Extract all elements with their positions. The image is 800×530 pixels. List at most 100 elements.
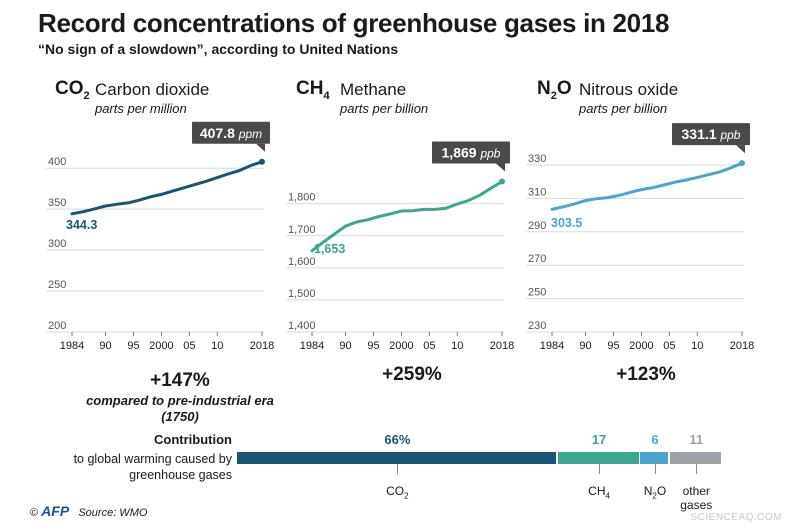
- co2-formula: CO2: [55, 78, 90, 102]
- watermark: SCIENCEAQ.COM: [690, 512, 782, 523]
- n2o-x-tick-label: 05: [663, 340, 675, 352]
- ch4-unit: parts per billion: [340, 101, 429, 116]
- bar-value-co2: 66%: [384, 432, 411, 447]
- ch4-x-tick-label: 05: [423, 340, 435, 352]
- co2-callout-box: [192, 121, 270, 144]
- n2o-chart: 230 250 270 290 310 330 1984 90 95 2000 05 10 2018 30…: [526, 123, 754, 352]
- n2o-start-label: 303.5: [551, 216, 582, 230]
- n2o-x-tick-label: 95: [607, 340, 619, 352]
- co2-change-note: compared to pre-industrial era (1750): [86, 393, 274, 424]
- contribution-heading: Contribution: [154, 432, 232, 447]
- co2-header: CO2 Carbon dioxide parts per million: [55, 78, 209, 116]
- bar-category-n2o: N2O: [643, 484, 667, 501]
- ch4-callout-pointer: [496, 163, 505, 172]
- co2-start-label: 344.3: [66, 218, 97, 232]
- co2-end-point: [259, 158, 265, 165]
- co2-y-tick-label: 350: [48, 197, 66, 209]
- n2o-series-line: [550, 161, 744, 211]
- ch4-x-tick-label: 1984: [300, 340, 324, 352]
- bar-segment-other: [669, 452, 722, 464]
- co2-series-line: [70, 160, 264, 216]
- bar-segment-ch4: [557, 452, 639, 464]
- co2-y-tick-label: 300: [48, 238, 66, 250]
- bar-tick-ch4: [599, 464, 601, 474]
- n2o-header: N2O Nitrous oxide parts per billion: [537, 78, 678, 116]
- ch4-x-tick-label: 2000: [389, 340, 413, 352]
- bar-value-n2o: 6: [651, 432, 659, 447]
- co2-x-tick-label: 90: [99, 340, 111, 352]
- ch4-series-line: [310, 180, 504, 253]
- n2o-y-tick-label: 230: [528, 320, 546, 332]
- source-note: Source: WMO: [78, 507, 148, 519]
- ch4-y-tick-label: 1,800: [288, 192, 316, 204]
- bar-value-ch4: 17: [591, 432, 607, 447]
- ch4-x-tick-label: 2018: [490, 340, 514, 352]
- copyright-symbol: ©: [30, 507, 39, 519]
- co2-chart: 200 250 300 350 400 1984 90 95 2000 05 10 2018 344.3…: [46, 121, 274, 352]
- co2-x-tick-label: 2018: [250, 340, 274, 352]
- n2o-y-tick-label: 270: [528, 253, 546, 265]
- ch4-callout-label: 1,869 ppb: [442, 145, 501, 161]
- n2o-change: +123%: [616, 364, 676, 385]
- n2o-callout-box: [672, 123, 750, 146]
- page-subtitle: “No sign of a slowdown”, according to Un…: [38, 41, 399, 57]
- n2o-y-tick-label: 310: [528, 186, 546, 198]
- co2-y-tick-label: 250: [48, 279, 66, 291]
- ch4-end-point: [499, 178, 505, 185]
- co2-x-tick-label: 05: [183, 340, 195, 352]
- n2o-y-tick-label: 290: [528, 220, 546, 232]
- n2o-x-tick-label: 10: [691, 340, 703, 352]
- ch4-start-label: 1,653: [314, 242, 345, 256]
- n2o-unit: parts per billion: [579, 101, 668, 116]
- ch4-x-tick-label: 10: [451, 340, 463, 352]
- bar-category-other: other gases: [680, 484, 713, 512]
- bar-tick-n2o: [654, 464, 656, 474]
- ch4-formula: CH4: [296, 78, 330, 102]
- co2-name: Carbon dioxide: [95, 80, 210, 99]
- co2-callout-label: 407.8 ppm: [200, 125, 262, 141]
- ch4-x-tick-label: 95: [367, 340, 379, 352]
- bar-category-co2: CO2: [386, 484, 409, 501]
- page-title: Record concentrations of greenhouse gase…: [38, 8, 670, 38]
- n2o-x-tick-label: 1984: [540, 340, 564, 352]
- co2-change: +147%: [150, 370, 210, 391]
- bar-value-other: 11: [689, 432, 704, 447]
- ch4-change: +259%: [382, 364, 442, 385]
- bar-tick-co2: [397, 464, 399, 474]
- co2-unit: parts per million: [95, 101, 187, 116]
- n2o-callout-label: 331.1 ppb: [682, 126, 741, 142]
- n2o-x-tick-label: 90: [579, 340, 591, 352]
- ch4-x-tick-label: 90: [339, 340, 351, 352]
- co2-x-tick-label: 95: [127, 340, 139, 352]
- ch4-name: Methane: [340, 80, 407, 99]
- n2o-x-tick-label: 2018: [730, 340, 754, 352]
- n2o-name: Nitrous oxide: [579, 80, 679, 99]
- n2o-end-point: [739, 160, 745, 167]
- co2-y-tick-label: 200: [48, 320, 66, 332]
- bar-segment-co2: [237, 452, 557, 464]
- ch4-y-tick-label: 1,400: [288, 320, 316, 332]
- co2-x-tick-label: 10: [211, 340, 223, 352]
- ch4-y-tick-label: 1,700: [288, 224, 316, 236]
- ch4-y-tick-label: 1,600: [288, 256, 316, 268]
- n2o-callout-pointer: [736, 145, 745, 154]
- ch4-y-tick-label: 1,500: [288, 288, 316, 300]
- bar-segment-n2o: [640, 452, 669, 464]
- co2-x-tick-label: 2000: [149, 340, 173, 352]
- n2o-y-tick-label: 330: [528, 153, 546, 165]
- n2o-y-tick-label: 250: [528, 287, 546, 299]
- co2-callout-pointer: [256, 143, 265, 152]
- bar-tick-other: [696, 464, 698, 474]
- bar-category-ch4: CH4: [588, 484, 610, 501]
- ch4-callout-box: [432, 141, 510, 164]
- n2o-x-tick-label: 2000: [629, 340, 653, 352]
- co2-x-tick-label: 1984: [60, 340, 84, 352]
- ch4-header: CH4 Methane parts per billion: [296, 78, 428, 116]
- n2o-formula: N2O: [537, 78, 572, 102]
- ch4-chart: 1,400 1,500 1,600 1,700 1,800 1984 90 95 2000 05 1…: [286, 141, 514, 352]
- co2-y-tick-label: 400: [48, 156, 66, 168]
- afp-logo: AFP: [41, 503, 70, 519]
- contribution-description: to global warming caused by greenhouse g…: [73, 452, 232, 482]
- footer: © AFP Source: WMO: [30, 503, 147, 519]
